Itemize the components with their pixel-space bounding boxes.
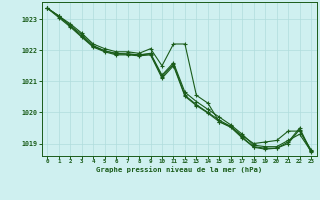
X-axis label: Graphe pression niveau de la mer (hPa): Graphe pression niveau de la mer (hPa) (96, 166, 262, 173)
